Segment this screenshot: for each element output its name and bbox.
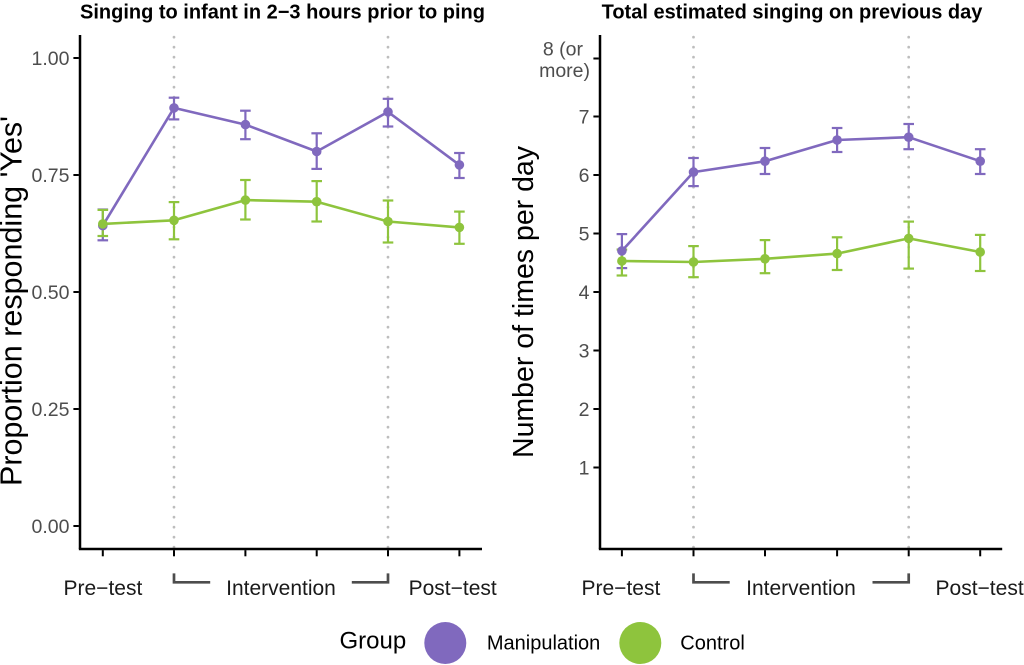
svg-text:Manipulation: Manipulation — [487, 633, 600, 655]
svg-text:Intervention: Intervention — [226, 577, 336, 600]
svg-text:Number of times per day: Number of times per day — [508, 145, 540, 458]
svg-text:6: 6 — [579, 165, 590, 187]
svg-text:Proportion responding 'Yes': Proportion responding 'Yes' — [0, 116, 29, 486]
svg-text:0.75: 0.75 — [32, 165, 70, 187]
svg-text:Singing to infant in 2−3 hours: Singing to infant in 2−3 hours prior to … — [80, 2, 485, 24]
svg-text:Group: Group — [340, 628, 407, 655]
svg-text:0.50: 0.50 — [32, 282, 70, 304]
svg-text:3: 3 — [579, 341, 590, 363]
svg-text:Post−test: Post−test — [936, 577, 1024, 600]
svg-text:Pre−test: Pre−test — [582, 577, 661, 600]
svg-text:4: 4 — [579, 282, 590, 304]
svg-text:Total estimated singing on pre: Total estimated singing on previous day — [602, 2, 984, 24]
svg-text:5: 5 — [579, 224, 590, 246]
svg-text:1: 1 — [579, 458, 590, 480]
svg-text:0.00: 0.00 — [32, 516, 70, 538]
svg-text:Post−test: Post−test — [409, 577, 497, 600]
svg-text:2: 2 — [579, 399, 590, 421]
svg-text:more): more) — [539, 60, 590, 82]
svg-text:Control: Control — [680, 633, 744, 655]
svg-text:1.00: 1.00 — [32, 48, 70, 70]
svg-text:8 (or: 8 (or — [543, 38, 584, 60]
svg-text:0.25: 0.25 — [32, 399, 70, 421]
svg-text:Intervention: Intervention — [746, 577, 856, 600]
svg-text:Pre−test: Pre−test — [64, 577, 143, 600]
svg-text:7: 7 — [579, 107, 590, 129]
